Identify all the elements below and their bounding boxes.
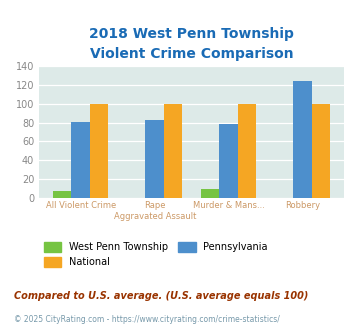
Text: © 2025 CityRating.com - https://www.cityrating.com/crime-statistics/: © 2025 CityRating.com - https://www.city… [14, 315, 280, 324]
Bar [164, 104, 182, 198]
Bar [71, 122, 90, 198]
Bar [238, 104, 256, 198]
Bar [294, 81, 312, 198]
Legend: West Penn Township, National, Pennsylvania: West Penn Township, National, Pennsylvan… [44, 243, 268, 267]
Bar [53, 191, 71, 198]
Text: Compared to U.S. average. (U.S. average equals 100): Compared to U.S. average. (U.S. average … [14, 291, 308, 301]
Title: 2018 West Penn Township
Violent Crime Comparison: 2018 West Penn Township Violent Crime Co… [89, 27, 294, 61]
Bar [219, 124, 238, 198]
Bar [201, 188, 219, 198]
Bar [146, 120, 164, 198]
Bar [90, 104, 108, 198]
Bar [312, 104, 331, 198]
